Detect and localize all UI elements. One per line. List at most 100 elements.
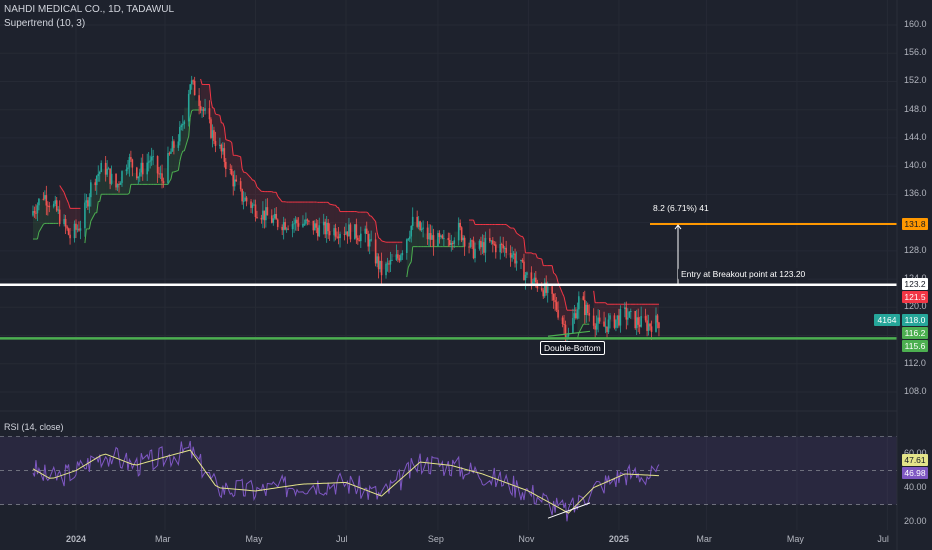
supertrend-line xyxy=(379,238,382,242)
supertrend-area xyxy=(495,224,501,249)
supertrend-line xyxy=(553,272,556,275)
candle-body xyxy=(386,263,389,265)
candle-body xyxy=(192,80,194,82)
candle-body xyxy=(297,223,300,227)
supertrend-area xyxy=(615,304,618,318)
supertrend-area xyxy=(371,215,376,252)
candle-body xyxy=(468,246,470,248)
supertrend-line xyxy=(189,110,193,118)
candle-body xyxy=(315,223,318,228)
candle-body xyxy=(131,159,134,168)
candle-body xyxy=(440,235,442,238)
candle-body xyxy=(327,222,329,232)
supertrend-line xyxy=(255,182,258,188)
supertrend-line xyxy=(338,207,341,212)
resistance-tag: 123.2 xyxy=(902,278,928,290)
horizontal-levels[interactable] xyxy=(0,223,897,340)
candle-body xyxy=(95,175,98,186)
rsi-divergence-line xyxy=(547,502,591,519)
candle-body xyxy=(57,209,59,211)
supertrend-area xyxy=(90,183,96,222)
candle-body xyxy=(540,288,543,291)
supertrend-line xyxy=(593,290,596,303)
candle-body xyxy=(296,219,298,224)
candle-body xyxy=(474,248,476,259)
candle-body xyxy=(380,260,383,276)
supertrend-line xyxy=(180,150,184,156)
candle-body xyxy=(481,242,484,248)
candle-body xyxy=(244,197,246,201)
candle-body xyxy=(524,274,527,281)
supertrend-line xyxy=(127,192,130,195)
supertrend-line xyxy=(271,191,274,193)
candle-body xyxy=(348,224,350,237)
supertrend-line xyxy=(169,178,172,182)
supertrend-area xyxy=(443,238,449,247)
candle-body xyxy=(76,228,79,230)
candle-body xyxy=(572,317,574,333)
candle-body xyxy=(201,109,203,111)
supertrend-line xyxy=(215,113,221,116)
candle-body xyxy=(588,313,591,316)
candle-body xyxy=(104,162,107,175)
candle-body xyxy=(325,222,328,235)
candle-body xyxy=(55,200,58,211)
candle-body xyxy=(146,162,148,175)
candle-body xyxy=(377,256,380,270)
supertrend-area xyxy=(568,310,573,326)
supertrend-area xyxy=(236,155,241,186)
candle-body xyxy=(542,290,545,297)
candle-body xyxy=(595,323,598,330)
entry-label[interactable]: Entry at Breakout point at 123.20 xyxy=(678,268,809,280)
measure-label[interactable]: 8.2 (6.71%) 41 xyxy=(653,203,709,213)
rsi-ma-line xyxy=(32,449,659,514)
support-tag-a: 116.2 xyxy=(902,327,928,339)
candle-body xyxy=(521,260,524,262)
candle-body xyxy=(199,105,202,111)
candle-body xyxy=(314,223,316,231)
supertrend-area xyxy=(101,168,106,195)
support-tag-b: 115.6 xyxy=(902,340,928,352)
price-tick-label: 120.0 xyxy=(904,301,927,312)
supertrend-line xyxy=(36,231,40,240)
candle-body xyxy=(484,237,487,253)
candle-body xyxy=(100,162,103,172)
supertrend-line xyxy=(275,192,279,197)
price-tick-label: 112.0 xyxy=(904,357,926,368)
candle-body xyxy=(509,252,512,258)
supertrend-line xyxy=(407,264,411,268)
supertrend-area xyxy=(381,240,387,270)
candle-body xyxy=(210,119,212,138)
time-tick-label: Jul xyxy=(335,534,348,544)
candle-body xyxy=(250,201,252,208)
candle-body xyxy=(520,260,522,262)
supertrend-area xyxy=(298,202,303,226)
candle-body xyxy=(241,189,243,202)
candle-body xyxy=(242,200,245,202)
candle-body xyxy=(573,313,576,318)
candle-body xyxy=(494,244,497,253)
candle-body xyxy=(69,234,71,239)
supertrend-area xyxy=(599,302,605,325)
supertrend-line xyxy=(277,195,283,203)
supertrend-line xyxy=(59,185,65,193)
candle-body xyxy=(88,197,91,207)
supertrend-line xyxy=(170,171,173,180)
price-tick-label: 160.0 xyxy=(904,19,927,29)
supertrend-area xyxy=(537,257,542,290)
candle-body xyxy=(431,235,433,240)
candle-body xyxy=(526,272,528,275)
supertrend-area xyxy=(526,252,532,279)
supertrend-area xyxy=(132,172,137,185)
pattern-label[interactable]: Double-Bottom xyxy=(540,341,605,355)
candle-body xyxy=(293,223,295,225)
supertrend-line xyxy=(236,154,241,158)
supertrend-line xyxy=(250,177,253,181)
rsi-lines xyxy=(32,440,660,522)
supertrend-line xyxy=(210,100,213,109)
candle-body xyxy=(223,148,226,162)
supertrend-area xyxy=(49,205,54,224)
rsi-tick-label: 20.00 xyxy=(904,515,927,526)
supertrend-line xyxy=(406,267,409,278)
